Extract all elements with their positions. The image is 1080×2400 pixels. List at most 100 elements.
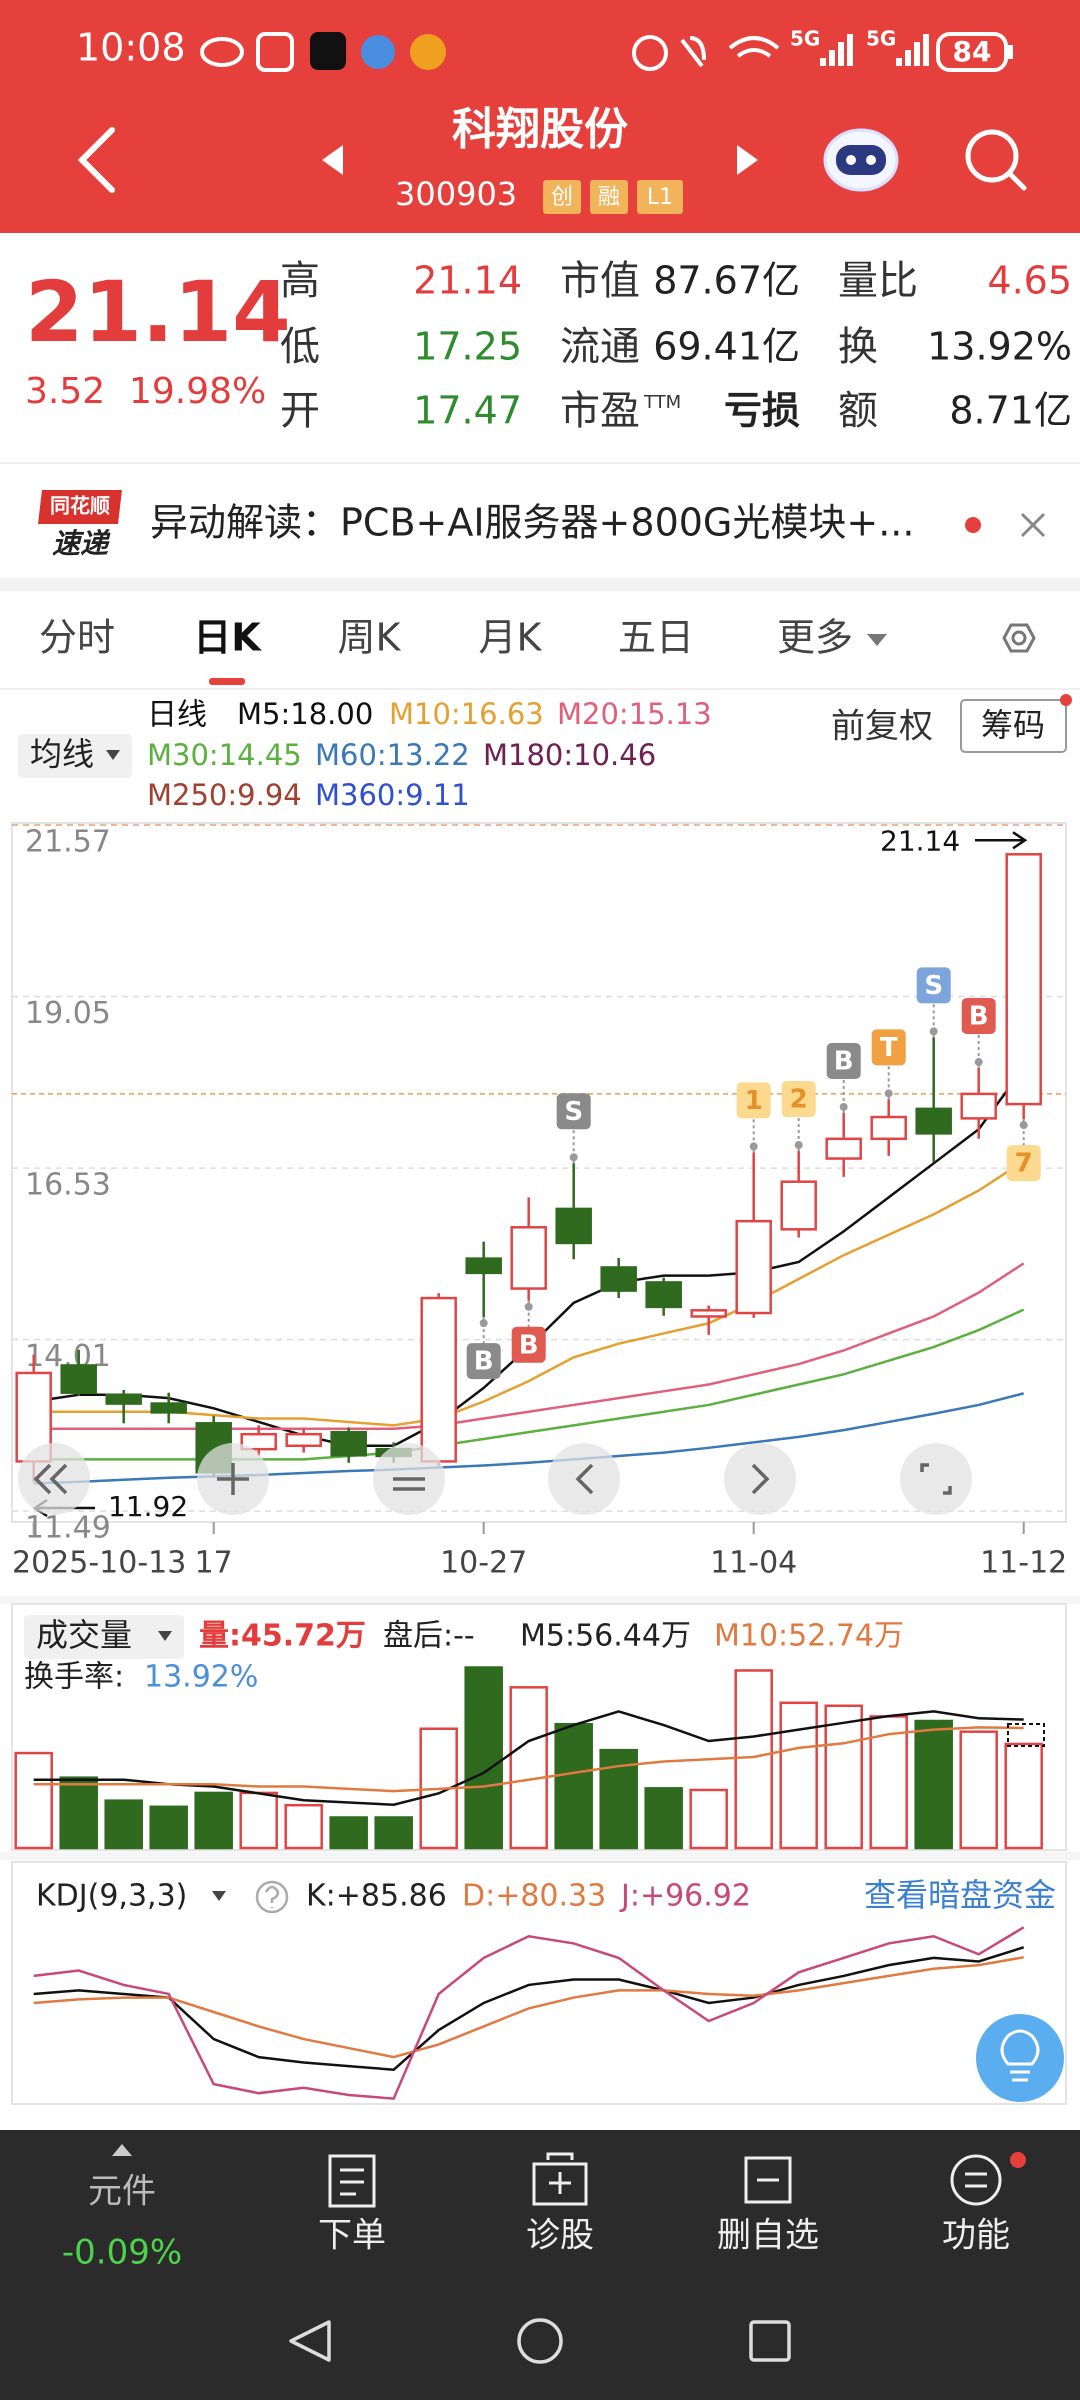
period-tab[interactable]: 周K bbox=[338, 616, 402, 660]
quote-value: 17.25 bbox=[413, 325, 522, 369]
ma-legend: M30:14.45 bbox=[147, 738, 302, 772]
assistant-button[interactable] bbox=[976, 2014, 1064, 2102]
chip-button[interactable] bbox=[960, 699, 1067, 753]
news-logo-top: 同花顺 bbox=[50, 494, 110, 518]
volume-bar bbox=[509, 1686, 548, 1850]
candle-body bbox=[960, 1092, 997, 1120]
next-stock[interactable] bbox=[737, 145, 758, 175]
signal-bar bbox=[923, 34, 929, 66]
sector-name[interactable]: 元件 bbox=[88, 2172, 156, 2212]
last-price: 21.14 bbox=[25, 263, 291, 361]
chart-nav-icon bbox=[920, 1463, 952, 1495]
quote-label: 市值 bbox=[560, 258, 640, 304]
kdj-line bbox=[33, 1956, 1024, 2059]
quote-label: 流通 bbox=[560, 324, 640, 370]
volume-bar bbox=[374, 1816, 413, 1850]
status-net: 5G bbox=[866, 27, 896, 51]
price-change: 3.52 bbox=[25, 371, 105, 412]
volume-bar bbox=[644, 1787, 683, 1850]
kdj-legend: J:+96.92 bbox=[619, 1879, 751, 1914]
close-banner[interactable] bbox=[1020, 512, 1046, 538]
news-text[interactable]: 异动解读：PCB+AI服务器+800G光模块+... bbox=[150, 501, 914, 545]
candle-body bbox=[510, 1226, 547, 1290]
ma-legend: M250:9.94 bbox=[147, 778, 302, 812]
prev-stock[interactable] bbox=[322, 145, 343, 175]
signal-label: S bbox=[564, 1097, 583, 1127]
section-gap bbox=[0, 1596, 1080, 1604]
signal-badge bbox=[511, 1326, 546, 1363]
volume-title: 成交量 bbox=[36, 1616, 132, 1654]
signal-label: 7 bbox=[1015, 1149, 1033, 1179]
period-tab[interactable]: 五日 bbox=[618, 616, 694, 660]
signal-label: B bbox=[474, 1347, 494, 1377]
quote-value: 17.47 bbox=[413, 389, 522, 433]
chart-nav-button[interactable] bbox=[900, 1443, 972, 1515]
divider bbox=[0, 688, 1080, 690]
chart-nav-button[interactable] bbox=[724, 1443, 796, 1515]
volume-bar bbox=[239, 1791, 278, 1850]
chart-nav-icon bbox=[33, 1463, 68, 1495]
status-icon bbox=[310, 32, 346, 70]
signal-bar bbox=[820, 58, 826, 66]
quote-label: 市盈 bbox=[560, 388, 640, 434]
back-button[interactable] bbox=[77, 127, 115, 193]
candle-body bbox=[285, 1432, 322, 1448]
candle-body bbox=[465, 1257, 502, 1275]
sector-caret bbox=[112, 2144, 132, 2156]
action-icon bbox=[965, 2172, 987, 2188]
adjust-mode[interactable]: 前复权 bbox=[831, 707, 933, 747]
volume-bar bbox=[824, 1704, 863, 1850]
status-icon bbox=[410, 34, 446, 70]
battery-level: 84 bbox=[953, 35, 992, 68]
more-caret bbox=[867, 634, 887, 646]
candle-body bbox=[600, 1266, 637, 1292]
y-tick-label: 11.49 bbox=[25, 1511, 111, 1546]
dark-pool-link[interactable]: 查看暗盘资金 bbox=[864, 1876, 1056, 1914]
period-tab[interactable]: 更多 bbox=[777, 616, 853, 660]
candle-body bbox=[240, 1432, 277, 1451]
signal-badge bbox=[961, 998, 996, 1035]
volume-select[interactable] bbox=[24, 1615, 184, 1659]
x-tick-label: 11-04 bbox=[710, 1546, 797, 1581]
help-glyph bbox=[264, 1885, 280, 1908]
chip-dot bbox=[1060, 694, 1072, 706]
period-tab[interactable]: 月K bbox=[479, 616, 543, 660]
action-label[interactable]: 诊股 bbox=[526, 2216, 594, 2256]
search-icon[interactable] bbox=[965, 129, 1019, 183]
signal-dot bbox=[974, 1058, 983, 1067]
period-tab[interactable]: 日K bbox=[193, 616, 262, 660]
y-tick-label: 16.53 bbox=[25, 1168, 111, 1203]
select-caret bbox=[212, 1891, 226, 1901]
candle-body bbox=[150, 1402, 187, 1414]
quote-label: 低 bbox=[280, 324, 320, 370]
nav-recent[interactable] bbox=[749, 2320, 791, 2362]
signal-bar bbox=[896, 58, 902, 66]
nav-home[interactable] bbox=[517, 2318, 563, 2364]
action-label[interactable]: 下单 bbox=[318, 2216, 386, 2256]
period-tab[interactable]: 分时 bbox=[39, 616, 115, 660]
volume-bar bbox=[194, 1791, 233, 1850]
nav-back[interactable] bbox=[289, 2320, 331, 2362]
volume-bar bbox=[284, 1803, 323, 1850]
quote-label: 换 bbox=[838, 324, 878, 370]
action-label[interactable]: 功能 bbox=[942, 2216, 1010, 2256]
action-label[interactable]: 删自选 bbox=[717, 2216, 819, 2256]
signal-label: B bbox=[519, 1330, 539, 1360]
stock-tag: 创 bbox=[551, 185, 573, 210]
search-handle bbox=[1007, 171, 1027, 191]
quote-value: 87.67亿 bbox=[653, 259, 800, 303]
help-icon[interactable] bbox=[255, 1880, 289, 1914]
news-logo-bg bbox=[38, 490, 122, 524]
settings-icon[interactable] bbox=[1002, 623, 1036, 653]
ma-legend: M60:13.22 bbox=[315, 738, 470, 772]
candle-body bbox=[780, 1180, 817, 1231]
signal-label: T bbox=[880, 1033, 898, 1063]
action-icon bbox=[532, 2152, 588, 2206]
price-change-pct: 19.98% bbox=[129, 371, 266, 412]
action-icon bbox=[950, 2154, 1002, 2206]
chart-nav-button[interactable] bbox=[548, 1443, 620, 1515]
ma-legend: M5:18.00 bbox=[237, 697, 373, 731]
ma-line bbox=[33, 1160, 1025, 1427]
indicator-select[interactable] bbox=[18, 734, 132, 778]
